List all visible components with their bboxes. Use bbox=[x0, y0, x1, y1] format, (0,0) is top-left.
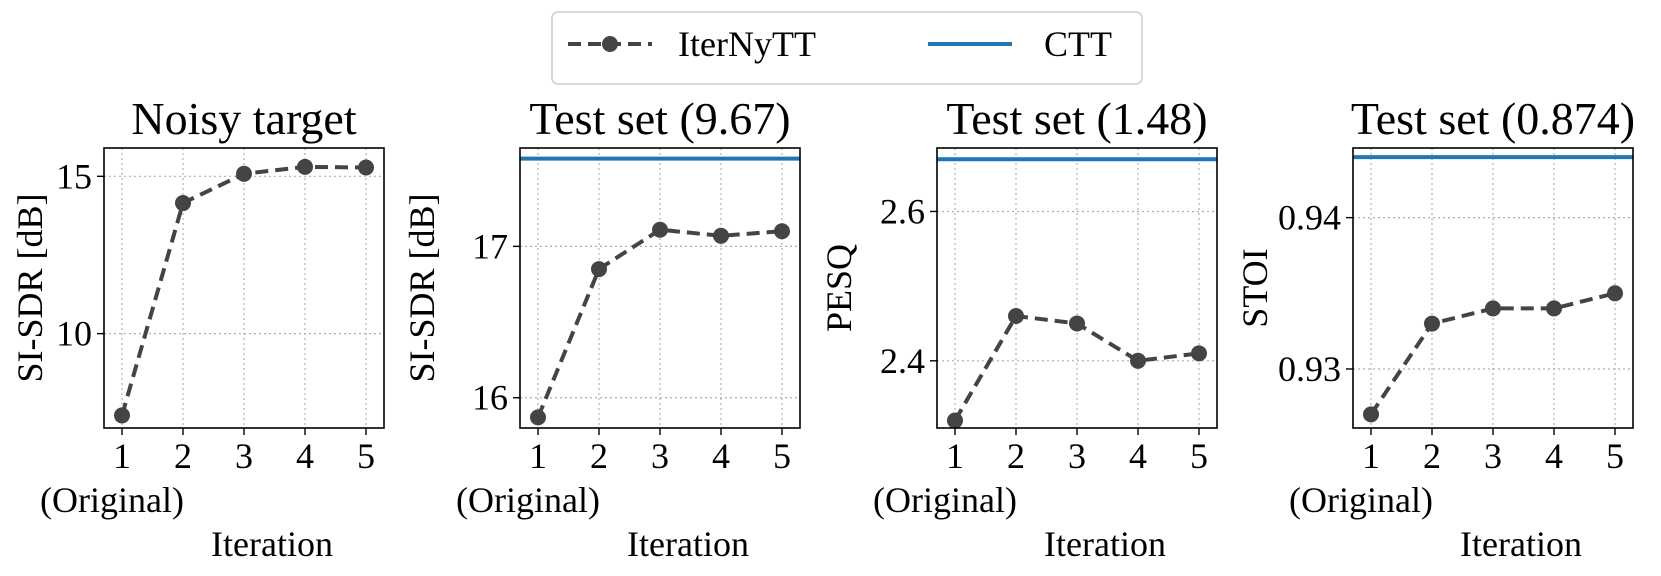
x-tick-label: 1 bbox=[113, 436, 131, 476]
y-tick-label: 15 bbox=[56, 156, 92, 196]
subplot-title: Noisy target bbox=[131, 93, 357, 144]
iternytt-data-point bbox=[114, 407, 130, 424]
y-tick-label: 17 bbox=[472, 226, 508, 266]
legend-ctt-label: CTT bbox=[1044, 24, 1112, 64]
x-tick-label: 2 bbox=[1007, 436, 1025, 476]
iternytt-data-point bbox=[175, 195, 191, 212]
subplot-2: 1 2 3 4 5 (Original) 16 17 Test set (9.67) Iterat… bbox=[402, 93, 801, 564]
x-tick-label: 3 bbox=[235, 436, 253, 476]
x-tick-label: 4 bbox=[296, 436, 314, 476]
y-tick-label: 2.4 bbox=[880, 341, 925, 381]
iternytt-data-point bbox=[1191, 345, 1207, 362]
x-tick-label: 2 bbox=[590, 436, 608, 476]
x-tick-label: 4 bbox=[1129, 436, 1147, 476]
x-tick-label: 4 bbox=[1545, 436, 1563, 476]
iternytt-data-point bbox=[1424, 315, 1440, 332]
y-axis-label: STOI bbox=[1235, 248, 1275, 327]
iternytt-data-point bbox=[652, 221, 668, 238]
x-tick-label: 5 bbox=[773, 436, 791, 476]
x-tick-label: 3 bbox=[1068, 436, 1086, 476]
y-tick-label: 2.6 bbox=[880, 191, 925, 231]
iternytt-data-point bbox=[1363, 406, 1379, 423]
legend-box bbox=[551, 11, 1143, 85]
iternytt-data-point bbox=[947, 412, 963, 429]
x-tick-label: 5 bbox=[1606, 436, 1624, 476]
x-tick-sublabel: (Original) bbox=[1289, 480, 1433, 520]
x-tick-label: 3 bbox=[651, 436, 669, 476]
y-tick-label: 10 bbox=[56, 314, 92, 354]
x-tick-label: 2 bbox=[1423, 436, 1441, 476]
y-tick-label: 16 bbox=[472, 378, 508, 418]
subplot-4: 1 2 3 4 5 (Original) 0.93 0.94 Test set (0.874) I… bbox=[1235, 93, 1635, 564]
y-axis-label: SI-SDR [dB] bbox=[402, 193, 442, 382]
x-tick-label: 3 bbox=[1484, 436, 1502, 476]
x-tick-label: 5 bbox=[1190, 436, 1208, 476]
x-tick-label: 1 bbox=[1362, 436, 1380, 476]
legend-iternytt-label: IterNyTT bbox=[678, 24, 816, 64]
iternytt-data-point bbox=[591, 261, 607, 278]
iternytt-data-point bbox=[236, 165, 252, 182]
iternytt-data-point bbox=[713, 227, 729, 244]
y-tick-label: 0.93 bbox=[1278, 349, 1341, 389]
x-tick-sublabel: (Original) bbox=[456, 480, 600, 520]
y-axis-label: PESQ bbox=[819, 244, 859, 332]
subplot-3: 1 2 3 4 5 (Original) 2.4 2.6 Test set (1.48) Iter… bbox=[819, 93, 1218, 564]
x-tick-sublabel: (Original) bbox=[873, 480, 1017, 520]
subplot-title: Test set (0.874) bbox=[1351, 93, 1635, 144]
iternytt-data-point bbox=[530, 409, 546, 426]
x-axis-label: Iteration bbox=[627, 524, 749, 564]
iternytt-data-point bbox=[1130, 352, 1146, 369]
iternytt-data-point bbox=[1485, 300, 1501, 317]
legend: IterNyTT CTT bbox=[551, 11, 1143, 85]
iternytt-data-point bbox=[1607, 285, 1623, 302]
x-tick-label: 4 bbox=[712, 436, 730, 476]
subplot-title: Test set (1.48) bbox=[946, 93, 1207, 144]
subplot-title: Test set (9.67) bbox=[529, 93, 790, 144]
x-tick-label: 5 bbox=[357, 436, 375, 476]
iternytt-data-point bbox=[358, 159, 374, 176]
x-tick-label: 1 bbox=[946, 436, 964, 476]
iternytt-data-point bbox=[774, 223, 790, 240]
x-axis-label: Iteration bbox=[1460, 524, 1582, 564]
iternytt-data-point bbox=[1069, 315, 1085, 332]
x-tick-label: 1 bbox=[529, 436, 547, 476]
x-tick-label: 2 bbox=[174, 436, 192, 476]
y-axis-label: SI-SDR [dB] bbox=[10, 193, 50, 382]
iternytt-data-point bbox=[1008, 308, 1024, 324]
legend-iternytt-marker bbox=[602, 36, 618, 52]
subplot-1: 1 2 3 4 5 (Original) 10 15 Noisy target Iteration… bbox=[10, 93, 385, 564]
iternytt-data-point bbox=[297, 158, 313, 175]
y-tick-label: 0.94 bbox=[1278, 198, 1341, 238]
x-axis-label: Iteration bbox=[1044, 524, 1166, 564]
x-axis-label: Iteration bbox=[211, 524, 333, 564]
x-tick-sublabel: (Original) bbox=[40, 480, 184, 520]
iternytt-data-point bbox=[1546, 300, 1562, 317]
